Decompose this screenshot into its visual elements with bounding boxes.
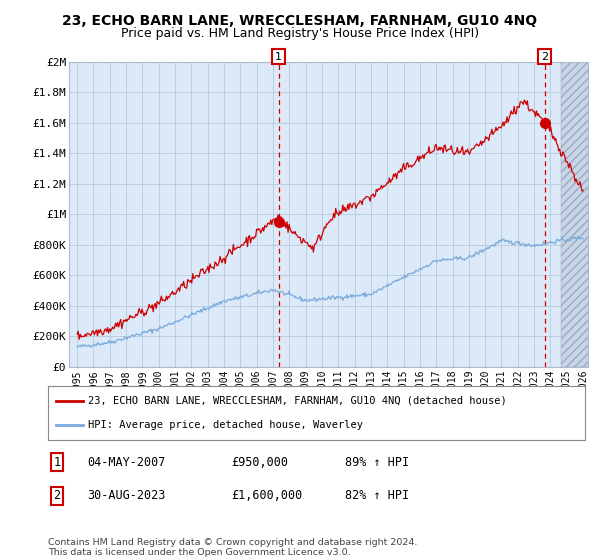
Bar bbox=[561, 62, 591, 367]
Bar bbox=[561, 62, 591, 367]
Text: 23, ECHO BARN LANE, WRECCLESHAM, FARNHAM, GU10 4NQ (detached house): 23, ECHO BARN LANE, WRECCLESHAM, FARNHAM… bbox=[88, 396, 507, 406]
Text: 30-AUG-2023: 30-AUG-2023 bbox=[87, 489, 166, 502]
Text: 2: 2 bbox=[53, 489, 61, 502]
Text: Price paid vs. HM Land Registry's House Price Index (HPI): Price paid vs. HM Land Registry's House … bbox=[121, 27, 479, 40]
Text: 1: 1 bbox=[53, 455, 61, 469]
Text: £1,600,000: £1,600,000 bbox=[231, 489, 302, 502]
Text: 2: 2 bbox=[541, 52, 548, 62]
Text: £950,000: £950,000 bbox=[231, 455, 288, 469]
Text: 1: 1 bbox=[275, 52, 282, 62]
Text: 82% ↑ HPI: 82% ↑ HPI bbox=[345, 489, 409, 502]
Text: 89% ↑ HPI: 89% ↑ HPI bbox=[345, 455, 409, 469]
Text: 04-MAY-2007: 04-MAY-2007 bbox=[87, 455, 166, 469]
Text: 23, ECHO BARN LANE, WRECCLESHAM, FARNHAM, GU10 4NQ: 23, ECHO BARN LANE, WRECCLESHAM, FARNHAM… bbox=[62, 14, 538, 28]
Text: Contains HM Land Registry data © Crown copyright and database right 2024.
This d: Contains HM Land Registry data © Crown c… bbox=[48, 538, 418, 557]
Text: HPI: Average price, detached house, Waverley: HPI: Average price, detached house, Wave… bbox=[88, 420, 363, 430]
